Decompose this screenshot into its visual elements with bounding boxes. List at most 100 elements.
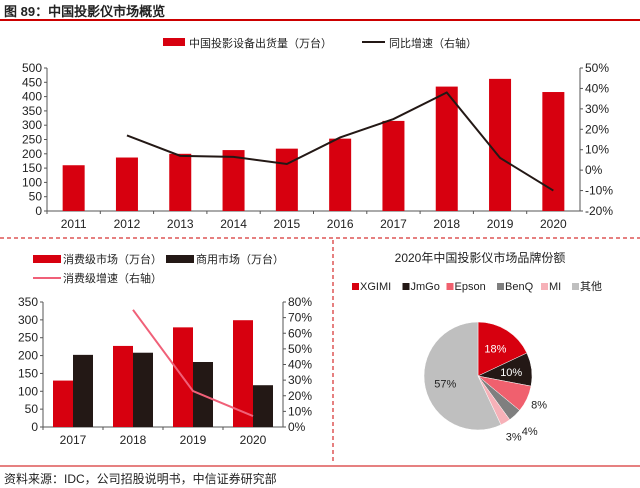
pie-label: 3%	[506, 431, 522, 443]
legend-label: 其他	[580, 280, 602, 293]
y2-tick-label: 70%	[288, 311, 312, 325]
y2-tick-label: 10%	[288, 404, 312, 418]
bar-中国投影设备出货量（万台）	[489, 78, 512, 211]
y2-tick-label: 80%	[288, 295, 312, 309]
y2-tick-label: 50%	[585, 61, 609, 75]
pie-slice-XGIMI	[477, 321, 528, 377]
legend-label: Epson	[455, 281, 486, 293]
bar-中国投影设备出货量（万台）	[115, 157, 138, 211]
bar-消费级市场（万台）	[233, 320, 253, 427]
pie-label: 18%	[484, 344, 506, 356]
y2-tick-label: -20%	[585, 204, 613, 218]
y-tick-label: 350	[18, 295, 38, 309]
legend-swatch	[33, 255, 61, 263]
legend-label: 消费级市场（万台）	[63, 252, 162, 266]
x-tick-label: 2018	[120, 433, 147, 447]
y2-tick-label: 0%	[288, 420, 306, 434]
y-tick-label: 0	[35, 204, 42, 218]
y-tick-label: 300	[18, 313, 38, 327]
legend-label: MI	[549, 281, 561, 293]
bar-中国投影设备出货量（万台）	[62, 165, 85, 211]
x-tick-label: 2019	[180, 433, 207, 447]
y-tick-label: 250	[22, 133, 42, 147]
y-tick-label: 0	[31, 420, 38, 434]
y-tick-label: 150	[18, 366, 38, 380]
legend-swatch	[163, 38, 185, 46]
bar-消费级市场（万台）	[53, 380, 73, 427]
x-tick-label: 2012	[114, 217, 141, 231]
y-tick-label: 100	[22, 175, 42, 189]
legend-swatch	[572, 283, 579, 290]
line-同比增速（右轴）	[126, 91, 554, 192]
bar-中国投影设备出货量（万台）	[222, 150, 245, 211]
x-tick-label: 2017	[60, 433, 87, 447]
y-tick-label: 150	[22, 161, 42, 175]
y-tick-label: 500	[22, 61, 42, 75]
bar-商用市场（万台）	[133, 352, 153, 427]
pie-title: 2020年中国投影仪市场品牌份额	[395, 250, 566, 265]
bar-商用市场（万台）	[73, 354, 93, 427]
x-tick-label: 2018	[433, 217, 460, 231]
bar-中国投影设备出货量（万台）	[275, 148, 298, 211]
y2-tick-label: 50%	[288, 342, 312, 356]
legend-label: 同比增速（右轴）	[389, 36, 477, 50]
bar-中国投影设备出货量（万台）	[169, 153, 192, 211]
bar-中国投影设备出货量（万台）	[542, 92, 565, 211]
legend-swatch	[402, 283, 410, 290]
x-tick-label: 2013	[167, 217, 194, 231]
y2-tick-label: 30%	[288, 373, 312, 387]
y-tick-label: 400	[22, 90, 42, 104]
legend-swatch	[166, 255, 194, 263]
pie-label: 4%	[522, 426, 538, 438]
bar-消费级市场（万台）	[113, 345, 133, 427]
legend-label: BenQ	[505, 281, 534, 293]
line-消费级增速（右轴）	[132, 309, 254, 417]
y2-tick-label: 10%	[585, 143, 609, 157]
x-tick-label: 2015	[273, 217, 300, 231]
legend-label: 消费级增速（右轴）	[63, 271, 162, 285]
y2-tick-label: 20%	[288, 389, 312, 403]
legend-swatch	[352, 283, 359, 290]
y2-tick-label: 0%	[585, 163, 603, 177]
x-tick-label: 2011	[61, 217, 87, 231]
pie-label: 8%	[531, 400, 547, 412]
y2-tick-label: 60%	[288, 326, 312, 340]
figure-title: 图 89：中国投影仪市场概览	[4, 4, 166, 19]
pie-label: 57%	[434, 378, 456, 390]
y-tick-label: 200	[18, 349, 38, 363]
legend-swatch	[541, 283, 548, 290]
y-tick-label: 450	[22, 75, 42, 89]
pie-slice-其他	[423, 321, 502, 431]
legend-swatch	[446, 283, 454, 290]
y-tick-label: 200	[22, 147, 42, 161]
legend-label: XGIMI	[360, 281, 391, 293]
source-note: 资料来源：IDC，公司招股说明书，中信证券研究部	[4, 472, 277, 486]
x-tick-label: 2014	[220, 217, 247, 231]
legend-label: JmGo	[411, 281, 440, 293]
y-tick-label: 50	[25, 402, 39, 416]
bar-中国投影设备出货量（万台）	[329, 138, 352, 211]
x-tick-label: 2019	[487, 217, 514, 231]
legend-label: 中国投影设备出货量（万台）	[189, 36, 332, 50]
bar-中国投影设备出货量（万台）	[435, 86, 458, 211]
legend-swatch	[497, 283, 504, 290]
x-tick-label: 2020	[240, 433, 267, 447]
x-tick-label: 2020	[540, 217, 567, 231]
x-tick-label: 2017	[380, 217, 407, 231]
y-tick-label: 50	[29, 190, 43, 204]
y2-tick-label: -10%	[585, 184, 613, 198]
y-tick-label: 300	[22, 118, 42, 132]
y2-tick-label: 40%	[288, 358, 312, 372]
bar-商用市场（万台）	[253, 385, 273, 427]
y2-tick-label: 30%	[585, 102, 609, 116]
title-rule	[0, 19, 640, 21]
y-tick-label: 100	[18, 384, 38, 398]
legend-label: 商用市场（万台）	[196, 252, 284, 266]
y2-tick-label: 20%	[585, 122, 609, 136]
pie-label: 10%	[500, 367, 522, 379]
x-tick-label: 2016	[327, 217, 354, 231]
y-tick-label: 350	[22, 104, 42, 118]
bar-中国投影设备出货量（万台）	[382, 120, 405, 211]
y-tick-label: 250	[18, 331, 38, 345]
